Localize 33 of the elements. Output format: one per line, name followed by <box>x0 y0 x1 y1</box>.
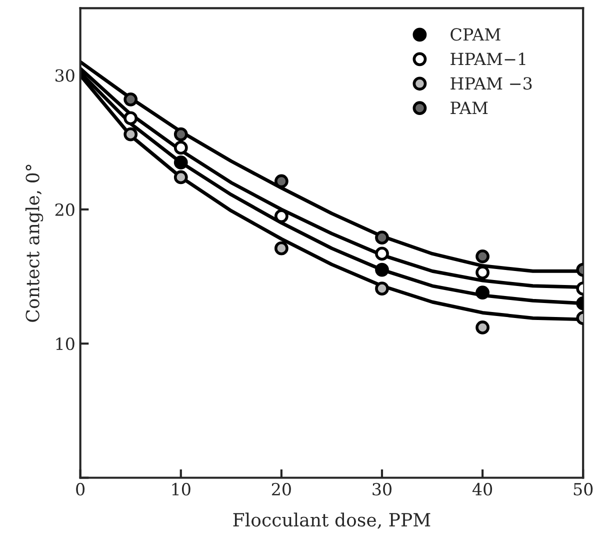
legend-label: PAM <box>450 102 488 114</box>
legend-label: CPAM <box>450 28 500 41</box>
legend-label: HPAM −3 <box>450 77 532 90</box>
y-tick-label: 30 <box>56 69 74 82</box>
x-axis-title: Flocculant dose, PPM <box>233 512 430 529</box>
point <box>174 127 188 142</box>
x-tick-label: 30 <box>372 482 392 496</box>
point <box>375 262 389 277</box>
point <box>476 320 490 334</box>
point <box>174 140 188 155</box>
point <box>375 230 389 245</box>
x-tick-label: 20 <box>272 482 291 496</box>
point <box>476 249 490 264</box>
point <box>124 92 138 106</box>
point <box>174 170 188 184</box>
x-tick-label: 40 <box>472 482 492 496</box>
point <box>476 266 490 280</box>
x-tick-label: 0 <box>76 482 85 496</box>
point <box>174 156 188 170</box>
point <box>124 127 138 142</box>
legend-label: HPAM−1 <box>450 52 526 66</box>
point <box>476 286 490 300</box>
y-tick-label: 20 <box>55 203 74 216</box>
point <box>375 282 389 296</box>
point <box>274 209 288 224</box>
y-axis-title: Contect angle, 0° <box>25 164 44 322</box>
y-tick-label: 10 <box>56 338 74 350</box>
point <box>124 111 138 126</box>
point <box>274 241 288 256</box>
point <box>274 174 288 188</box>
x-tick-label: 10 <box>172 482 190 496</box>
x-tick-label: 50 <box>574 482 593 496</box>
point <box>375 246 389 261</box>
